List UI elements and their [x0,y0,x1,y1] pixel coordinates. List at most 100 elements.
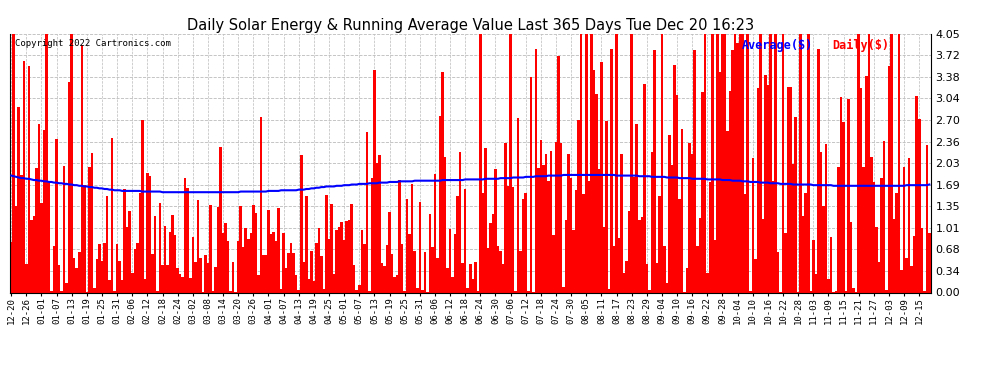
Bar [381,263,383,292]
Bar [50,291,52,292]
Bar [825,144,828,292]
Bar [275,241,277,292]
Bar [341,222,343,292]
Bar [434,174,437,292]
Bar [484,148,487,292]
Bar [820,152,822,292]
Bar [810,291,812,292]
Bar [742,34,743,292]
Bar [928,233,931,292]
Bar [248,239,249,292]
Bar [699,218,701,292]
Bar [554,142,557,292]
Bar [509,34,512,292]
Bar [716,34,719,292]
Bar [492,214,494,292]
Bar [424,252,426,292]
Bar [497,246,499,292]
Bar [489,223,492,292]
Bar [313,281,315,292]
Bar [121,280,124,292]
Bar [290,243,292,292]
Bar [147,173,148,292]
Bar [867,34,870,292]
Bar [191,237,194,292]
Bar [908,158,911,292]
Bar [10,243,13,292]
Bar [774,34,777,292]
Bar [880,178,883,292]
Bar [197,200,199,292]
Bar [368,291,370,292]
Bar [517,118,520,292]
Bar [355,290,358,292]
Bar [658,196,660,292]
Bar [375,163,378,292]
Bar [766,85,769,292]
Bar [41,203,43,292]
Bar [665,284,668,292]
Bar [331,204,333,292]
Bar [751,158,754,292]
Bar [52,246,55,292]
Bar [835,291,838,292]
Bar [671,165,673,292]
Bar [727,131,729,292]
Bar [388,212,391,292]
Bar [911,266,913,292]
Bar [209,205,212,292]
Bar [706,273,709,292]
Bar [446,268,448,292]
Bar [373,70,375,292]
Bar [15,206,18,292]
Bar [593,70,595,292]
Bar [33,216,35,292]
Bar [429,214,432,292]
Bar [704,34,706,292]
Bar [890,34,893,292]
Bar [60,291,63,292]
Bar [419,201,421,292]
Bar [75,268,78,292]
Bar [108,280,111,292]
Bar [696,246,699,292]
Bar [565,220,567,292]
Bar [25,264,28,292]
Bar [749,291,751,292]
Bar [328,239,331,292]
Bar [297,290,300,292]
Bar [847,99,849,292]
Bar [101,261,103,292]
Bar [547,181,549,292]
Bar [409,234,411,292]
Bar [353,265,355,292]
Bar [65,283,68,292]
Bar [63,166,65,292]
Bar [338,227,341,292]
Bar [817,50,820,292]
Bar [174,234,176,292]
Bar [35,168,38,292]
Bar [769,34,771,292]
Bar [88,167,91,292]
Bar [544,154,547,292]
Bar [663,246,665,292]
Bar [363,244,365,292]
Bar [759,34,761,292]
Bar [46,34,48,292]
Bar [136,243,139,292]
Bar [471,279,474,292]
Bar [764,75,766,292]
Bar [691,154,693,292]
Bar [585,34,587,292]
Bar [166,265,169,292]
Bar [644,84,645,292]
Bar [789,87,792,292]
Bar [179,274,181,292]
Bar [267,210,269,292]
Bar [737,43,739,292]
Text: Copyright 2022 Cartronics.com: Copyright 2022 Cartronics.com [15,39,170,48]
Bar [515,291,517,292]
Bar [346,220,347,292]
Bar [921,228,923,292]
